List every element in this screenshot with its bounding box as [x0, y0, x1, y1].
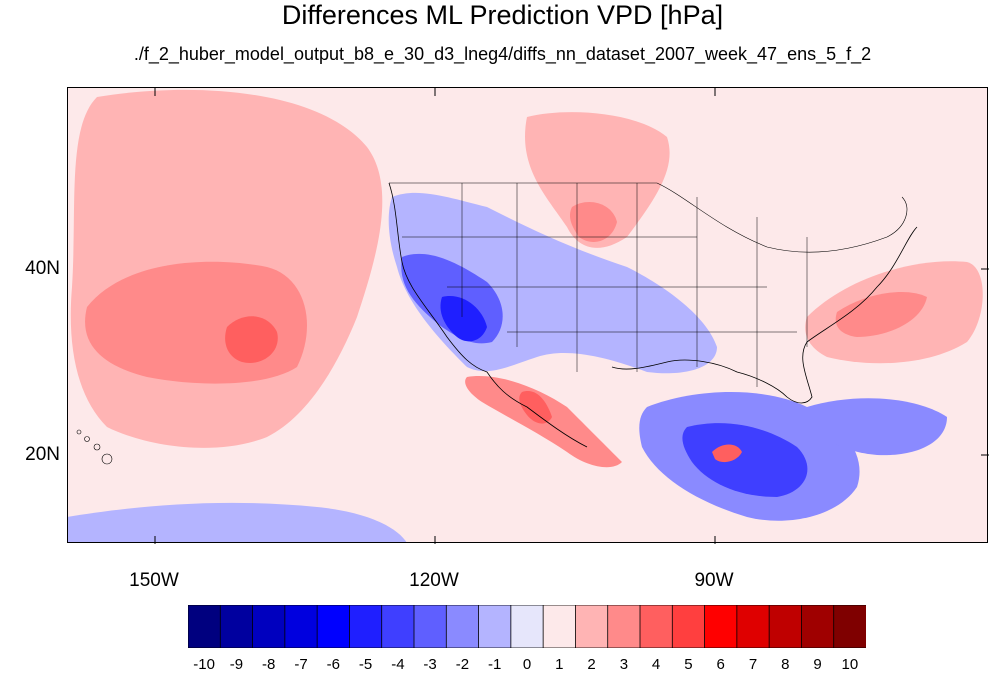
colorbar-tick-label: 9 [813, 656, 822, 673]
colorbar-tick-label: -8 [262, 656, 276, 673]
colorbar-swatch [252, 605, 286, 648]
lon-label-150w: 150W [129, 570, 179, 591]
colorbar-tick-label: 5 [684, 656, 693, 673]
colorbar-swatch [316, 605, 351, 648]
colorbar-swatch [704, 605, 738, 648]
colorbar-swatch [284, 605, 319, 648]
us-canada-border [389, 182, 908, 253]
tropical-pacific-negative [67, 502, 407, 543]
atlantic-core-positive [835, 292, 927, 337]
colorbar [188, 605, 866, 648]
figure-subtitle: ./f_2_huber_model_output_b8_e_30_d3_lneg… [133, 44, 872, 64]
colorbar-tick-label: 10 [841, 656, 859, 673]
lon-label-90w: 90W [694, 570, 734, 591]
lat-label-20n: 20N [25, 444, 60, 465]
lon-label-120w: 120W [409, 570, 459, 591]
vpd-difference-field [67, 89, 983, 543]
colorbar-tick-label: 0 [522, 656, 532, 673]
mexico-core-positive [519, 391, 552, 424]
west-coast-outline [388, 182, 588, 448]
colorbar-swatch [478, 605, 512, 648]
colorbar-tick-label: -9 [229, 656, 244, 673]
gulf-core-negative [682, 423, 808, 497]
gulf-positive-spot [712, 444, 742, 463]
colorbar-tick-label: 4 [651, 656, 661, 673]
colorbar-swatch [542, 605, 577, 648]
colorbar-swatch [607, 605, 641, 648]
colorbar-swatch [736, 605, 771, 648]
atlantic-negative-anomaly [807, 398, 947, 456]
plains-core-positive [569, 202, 617, 242]
colorbar-swatch [575, 605, 609, 648]
colorbar-tick-label: -4 [391, 656, 405, 673]
colorbar-swatch [445, 605, 480, 648]
colorbar-tick-label: -2 [455, 656, 470, 673]
pacific-core-positive [225, 316, 278, 363]
lat-label-40n: 40N [25, 258, 60, 279]
colorbar-tick-label: -6 [326, 656, 340, 673]
colorbar-tick-label: -10 [193, 656, 215, 673]
colorbar-tick-label: -5 [358, 656, 373, 673]
state-boundaries [402, 183, 808, 387]
colorbar-tick-label: -1 [488, 656, 502, 673]
hawaii-islands [76, 429, 113, 465]
colorbar-swatch [188, 605, 222, 648]
california-core-negative [440, 296, 487, 342]
colorbar-swatch [219, 605, 254, 648]
colorbar-swatch [413, 605, 448, 648]
colorbar-tick-label: -3 [423, 656, 437, 673]
colorbar-tick-label: -7 [294, 656, 308, 673]
colorbar-tick-label: 6 [716, 656, 725, 673]
colorbar-swatch [349, 605, 383, 648]
colorbar-swatch [801, 605, 835, 648]
colorbar-tick-label: 3 [619, 656, 629, 673]
plains-positive-anomaly [525, 112, 670, 248]
colorbar-swatch [639, 605, 674, 648]
gulf-and-east-coast-outline [611, 226, 918, 404]
map-panel [67, 87, 988, 543]
colorbar-tick-label: 1 [555, 656, 564, 673]
colorbar-swatch [833, 605, 866, 648]
colorbar-tick-label: 2 [587, 656, 596, 673]
figure-title: Differences ML Prediction VPD [hPa] [281, 0, 724, 30]
colorbar-swatch [768, 605, 803, 648]
colorbar-tick-label: 8 [781, 656, 790, 673]
colorbar-tick-label: 7 [748, 656, 758, 673]
colorbar-swatch [671, 605, 706, 648]
colorbar-swatch [381, 605, 415, 648]
colorbar-swatch [510, 605, 545, 648]
